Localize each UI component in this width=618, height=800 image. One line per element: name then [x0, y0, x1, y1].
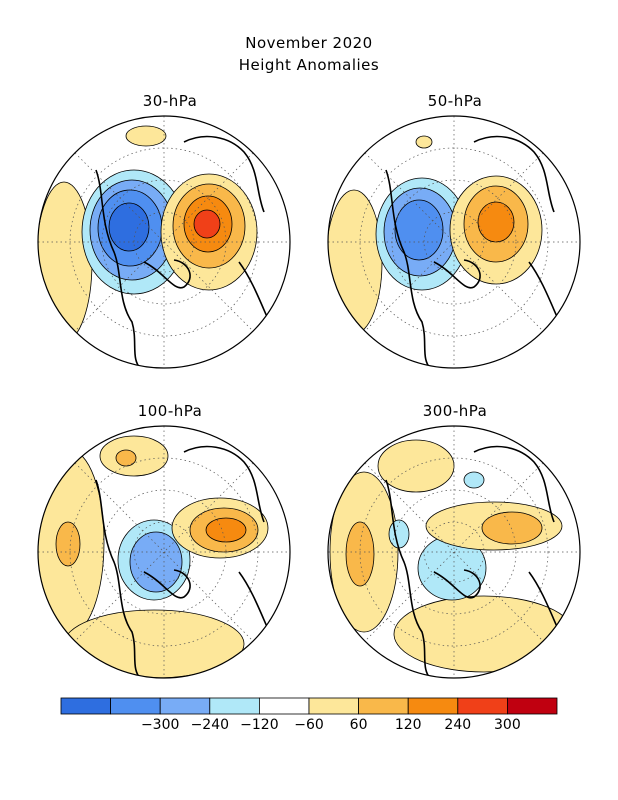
colorbar-tick-label: 240: [444, 717, 472, 733]
panel-label-30hpa: 30-hPa: [142, 92, 198, 110]
anomaly-positive: [377, 439, 455, 493]
colorbar-segment: [407, 697, 459, 715]
map-300hpa: [327, 425, 581, 679]
colorbar-tick-label: 300: [494, 717, 521, 733]
anomaly-negative: [394, 199, 444, 261]
anomaly-positive: [193, 209, 221, 239]
colorbar-segment: [258, 697, 310, 715]
colorbar-tick-label: −240: [190, 717, 230, 733]
colorbar-tick-label: 60: [349, 717, 368, 733]
panel-label-50hpa: 50-hPa: [427, 92, 483, 110]
anomaly-positive: [115, 449, 137, 467]
figure-subtitle: Height Anomalies: [238, 56, 380, 74]
anomaly-negative: [463, 471, 485, 489]
colorbar-tick-label: 120: [394, 717, 422, 733]
anomaly-negative: [108, 202, 150, 252]
anomaly-positive: [125, 125, 167, 147]
anomaly-positive: [477, 201, 515, 243]
anomaly-positive: [393, 595, 575, 673]
map-50hpa: [327, 115, 581, 369]
colorbar-tick-label: −300: [140, 717, 180, 733]
colorbar-tick-label: −120: [240, 717, 279, 733]
panel-label-100hpa: 100-hPa: [137, 402, 203, 420]
anomaly-positive: [205, 517, 247, 543]
colorbar-segment: [209, 697, 260, 715]
anomaly-positive: [415, 135, 433, 149]
panel-label-300hpa: 300-hPa: [422, 402, 488, 420]
map-100hpa: [37, 425, 291, 679]
anomaly-positive: [481, 511, 543, 545]
colorbar-segment: [506, 697, 558, 715]
colorbar-segment: [358, 697, 409, 715]
colorbar-segment: [159, 697, 211, 715]
colorbar-segment: [308, 697, 359, 715]
map-30hpa: [37, 115, 291, 369]
anomaly-negative: [388, 519, 410, 549]
colorbar-segment: [60, 697, 111, 715]
colorbar-segment: [110, 697, 161, 715]
anomaly-positive: [328, 189, 383, 335]
anomaly-positive: [55, 521, 81, 567]
colorbar: [60, 697, 558, 715]
anomaly-negative: [129, 531, 183, 593]
colorbar-tick-label: −60: [294, 717, 324, 733]
colorbar-segment: [457, 697, 508, 715]
figure-title: November 2020: [245, 34, 373, 52]
anomaly-positive: [63, 609, 245, 678]
